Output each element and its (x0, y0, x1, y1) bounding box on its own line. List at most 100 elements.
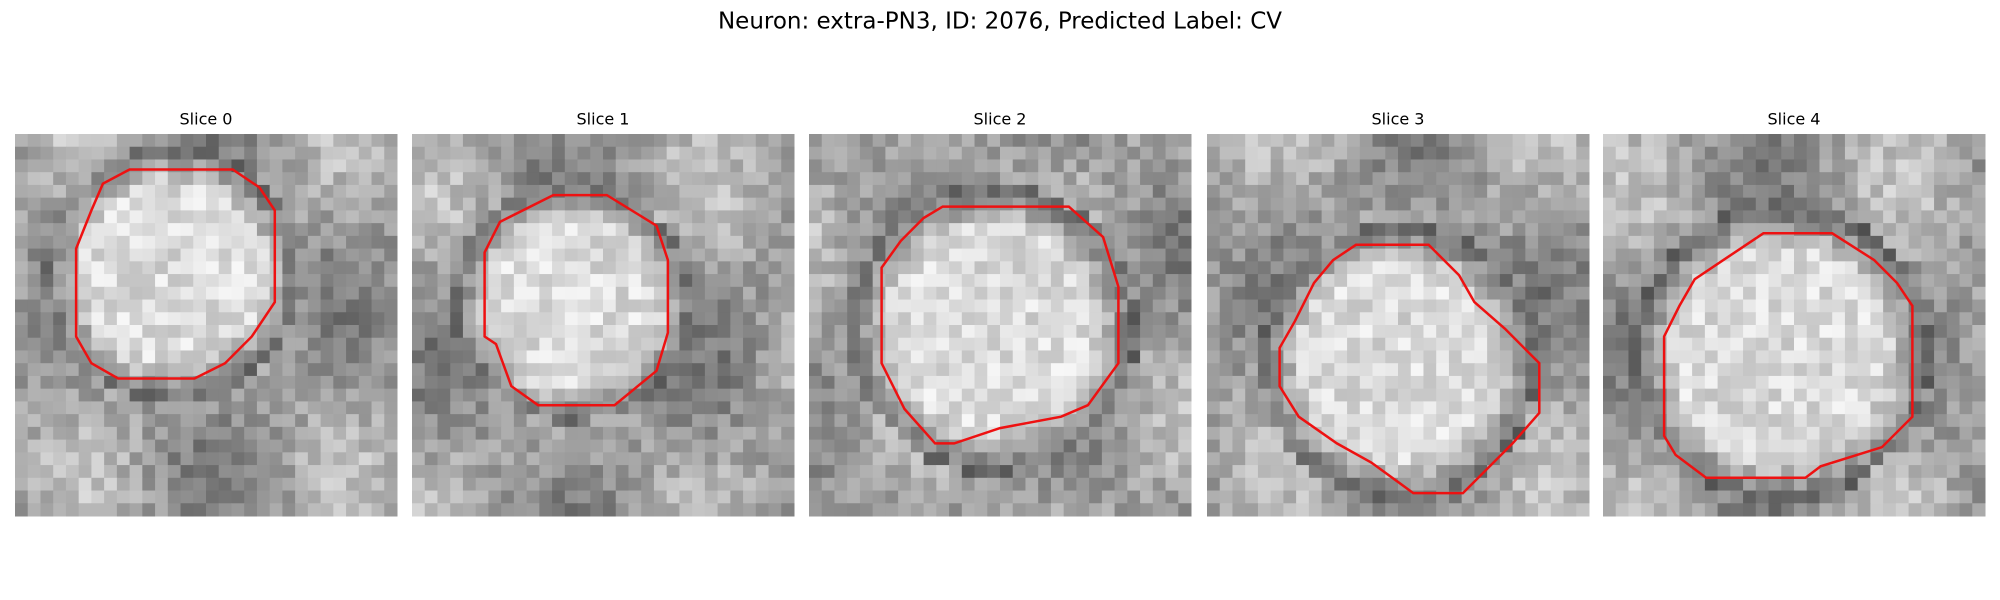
pixel (1895, 172, 1910, 186)
pixel (679, 375, 693, 390)
pixel (590, 414, 604, 428)
pixel (704, 503, 719, 517)
pixel (781, 261, 795, 275)
pixel (1819, 286, 1833, 301)
pixel (40, 401, 54, 415)
pixel (1538, 172, 1552, 186)
pixel (1908, 350, 1922, 364)
pixel (1101, 477, 1116, 492)
pixel (859, 172, 874, 186)
pixel (539, 146, 553, 160)
pixel (872, 414, 886, 428)
pixel (872, 312, 886, 326)
pixel (564, 503, 579, 517)
pixel (1550, 248, 1565, 262)
pixel (847, 274, 861, 288)
pixel (628, 503, 642, 517)
pixel (206, 325, 220, 339)
pixel (821, 146, 835, 160)
pixel (320, 452, 334, 466)
pixel (1245, 274, 1259, 288)
pixel (615, 452, 629, 466)
pixel (104, 248, 118, 262)
pixel (1704, 248, 1719, 262)
pixel (1063, 184, 1077, 199)
pixel (1603, 337, 1617, 351)
pixel (437, 134, 451, 148)
pixel (781, 299, 795, 313)
pixel (53, 134, 67, 148)
pixel (346, 248, 360, 262)
pixel (1704, 465, 1719, 479)
pixel (666, 414, 680, 428)
pixel (1692, 134, 1706, 148)
pixel (1089, 350, 1103, 364)
pixel (949, 388, 963, 402)
pixel (1934, 286, 1948, 301)
pixel (834, 299, 848, 313)
pixel (333, 299, 347, 313)
pixel (450, 197, 464, 211)
pixel (1012, 375, 1026, 390)
pixel (244, 452, 258, 466)
pixel (307, 375, 322, 390)
pixel (65, 388, 80, 402)
pixel (1219, 286, 1233, 301)
pixel (526, 465, 540, 479)
pixel (412, 184, 426, 199)
pixel (1806, 197, 1820, 211)
pixel (1359, 261, 1374, 275)
pixel (1000, 172, 1014, 186)
pixel (412, 235, 426, 250)
pixel (1178, 414, 1192, 428)
pixel (564, 325, 579, 339)
pixel (53, 210, 67, 224)
pixel (821, 414, 835, 428)
pixel (936, 490, 950, 504)
pixel (1959, 439, 1973, 453)
pixel (615, 439, 629, 453)
pixel (1423, 465, 1437, 479)
pixel (679, 350, 693, 364)
pixel (462, 184, 477, 199)
pixel (1270, 312, 1284, 326)
pixel (142, 134, 156, 148)
pixel (961, 274, 976, 288)
pixel (1050, 439, 1065, 453)
pixel (244, 134, 258, 148)
pixel (1474, 401, 1488, 415)
pixel (1959, 235, 1973, 250)
pixel (1883, 223, 1897, 237)
pixel (462, 490, 477, 504)
pixel (1321, 503, 1335, 517)
pixel (1000, 503, 1014, 517)
pixel (1487, 465, 1501, 479)
pixel (1499, 477, 1514, 492)
pixel (987, 439, 1001, 453)
pixel (462, 235, 477, 250)
contour (1662, 232, 1914, 480)
pixel (834, 184, 848, 199)
pixel (320, 490, 334, 504)
pixel (1114, 337, 1128, 351)
pixel (1768, 439, 1782, 453)
pixel (27, 261, 41, 275)
pixel (384, 274, 398, 288)
pixel (384, 325, 398, 339)
pixel (1474, 134, 1488, 148)
pixel (859, 261, 874, 275)
pixel (641, 490, 655, 504)
pixel (1245, 325, 1259, 339)
pixel (653, 312, 668, 326)
pixel (1359, 184, 1374, 199)
pixel (923, 286, 937, 301)
pixel (1025, 452, 1039, 466)
pixel (885, 197, 899, 211)
pixel (1641, 286, 1655, 301)
pixel (1101, 286, 1116, 301)
pixel (552, 337, 566, 351)
pixel (1768, 452, 1782, 466)
pixel (1474, 197, 1488, 211)
pixel (628, 490, 642, 504)
pixel (809, 414, 823, 428)
